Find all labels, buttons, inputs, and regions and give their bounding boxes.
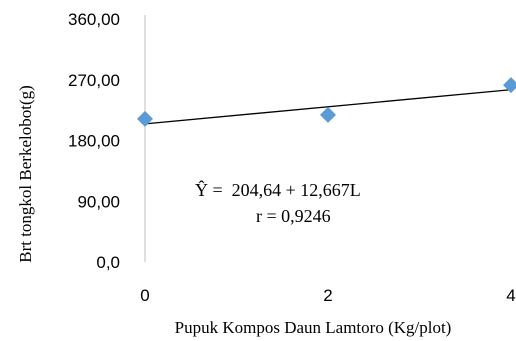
x-tick-labels: 0 2 4 — [140, 286, 515, 305]
data-points — [137, 77, 516, 127]
data-point — [137, 110, 153, 127]
data-point — [503, 77, 516, 94]
y-tick-label: 180,00 — [68, 132, 120, 151]
y-tick-label: 0,0 — [96, 253, 120, 272]
y-tick-label: 90,00 — [77, 192, 120, 211]
regression-equation: Ŷ = 204,64 + 12,667L — [195, 179, 361, 200]
y-tick-label: 360,00 — [68, 10, 120, 29]
x-tick-label: 0 — [140, 286, 149, 305]
x-axis-label: Pupuk Kompos Daun Lamtoro (Kg/plot) — [175, 318, 452, 337]
x-tick-label: 2 — [323, 286, 332, 305]
trend-line — [144, 89, 512, 125]
y-axis-label: Brt tongkol Berkelobot(g) — [16, 85, 35, 263]
correlation-coefficient: r = 0,9246 — [256, 206, 331, 226]
x-tick-label: 4 — [506, 286, 515, 305]
data-point — [320, 106, 336, 123]
y-tick-labels: 0,0 90,00 180,00 270,00 360,00 — [68, 10, 120, 272]
y-tick-label: 270,00 — [68, 71, 120, 90]
